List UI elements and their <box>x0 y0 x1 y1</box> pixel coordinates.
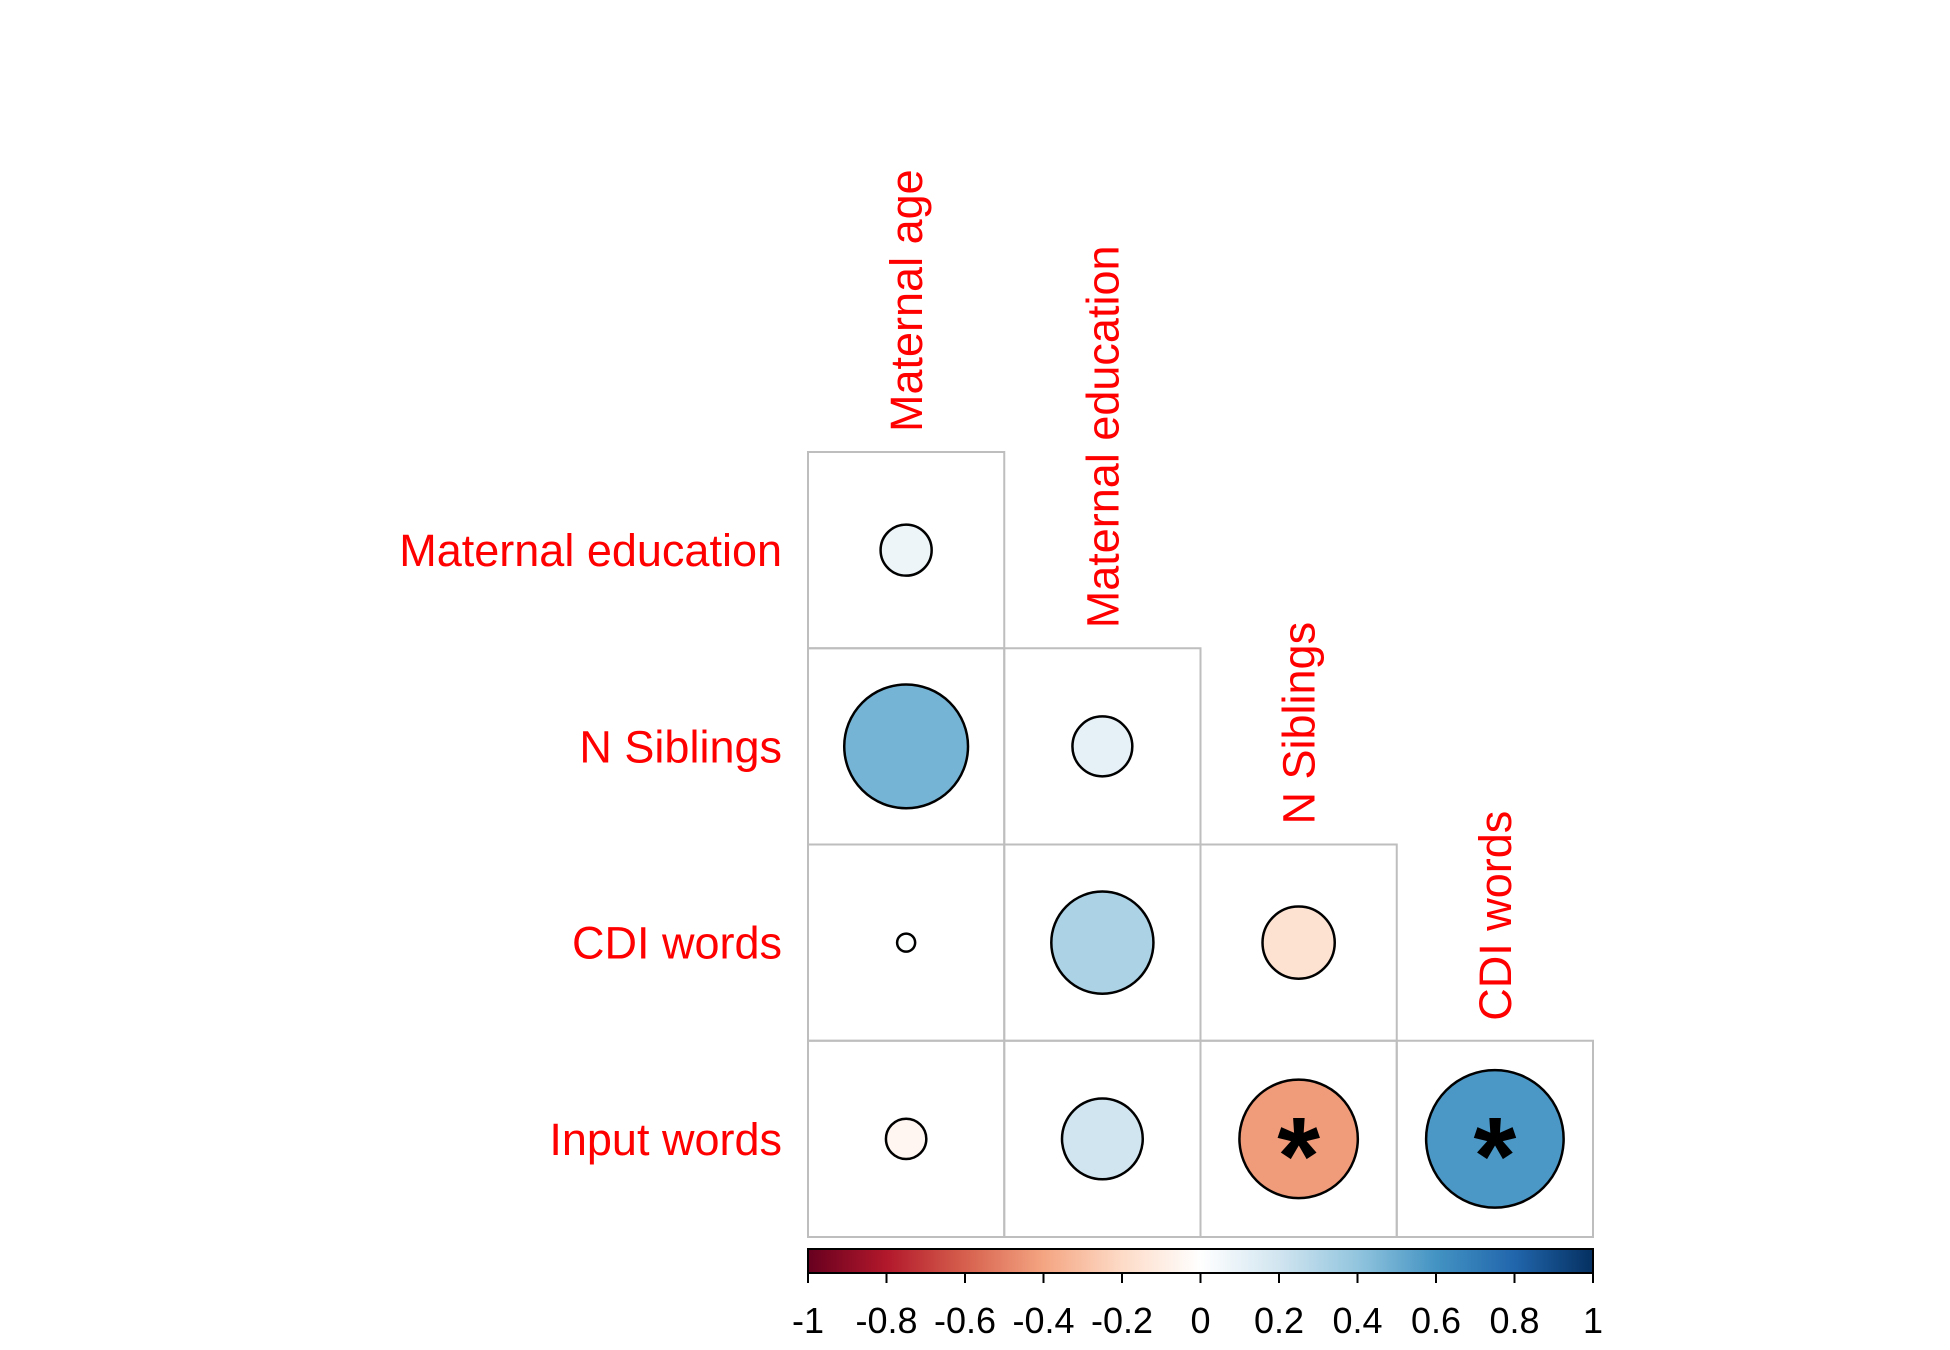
circle-input-words-maternal-age <box>884 1117 928 1161</box>
row-label-n-siblings: N Siblings <box>579 721 782 772</box>
colorbar-ticks: -1 -0.8 -0.6 -0.4 -0.2 0 0.2 0.4 0.6 0.8 1 <box>792 1273 1603 1341</box>
circle-cdi-words-n-siblings <box>1261 905 1336 980</box>
circle-maternal-education-maternal-age <box>879 523 933 577</box>
significance-star-input-words-n-siblings: * <box>1277 1095 1320 1218</box>
cell-input-words-cdi-words <box>1395 1039 1594 1238</box>
circle-n-siblings-maternal-education <box>1071 715 1134 778</box>
colorbar-tick-label: -0.4 <box>1012 1300 1074 1341</box>
column-label-maternal-education: Maternal education <box>1077 246 1128 629</box>
colorbar-gradient <box>807 1248 1594 1274</box>
circle-input-words-n-siblings <box>1238 1078 1360 1200</box>
colorbar-tick-label: 0.4 <box>1332 1300 1382 1341</box>
colorbar-tick-label: 0.6 <box>1411 1300 1461 1341</box>
colorbar-tick-label: 0.8 <box>1489 1300 1539 1341</box>
circle-cdi-words-maternal-education <box>1050 890 1155 995</box>
circle-n-siblings-maternal-age <box>842 683 970 810</box>
row-label-cdi-words: CDI words <box>572 918 782 969</box>
row-labels: Maternal education N Siblings CDI words Inp… <box>399 525 782 1165</box>
colorbar-tick-label: 0 <box>1190 1300 1210 1341</box>
significance-star-input-words-cdi-words: * <box>1473 1095 1516 1218</box>
column-label-maternal-age: Maternal age <box>881 169 932 432</box>
column-label-n-siblings: N Siblings <box>1274 622 1325 825</box>
colorbar-tick-label: -0.2 <box>1091 1300 1153 1341</box>
significance-markers: * * <box>1277 1095 1516 1218</box>
column-labels: Maternal age Maternal education N Siblings… <box>881 169 1521 1020</box>
correlation-circles <box>842 523 1565 1209</box>
circle-cdi-words-maternal-age <box>895 932 917 953</box>
colorbar-tick-label: -0.6 <box>934 1300 996 1341</box>
colorbar <box>807 1248 1594 1274</box>
colorbar-tick-label: -1 <box>792 1300 824 1341</box>
colorbar-tick-label: -0.8 <box>855 1300 917 1341</box>
circle-input-words-maternal-education <box>1060 1097 1144 1181</box>
correlation-grid <box>807 451 1594 1238</box>
circle-input-words-cdi-words <box>1424 1068 1565 1209</box>
row-label-maternal-education: Maternal education <box>399 525 782 576</box>
colorbar-tick-label: 1 <box>1583 1300 1603 1341</box>
colorbar-tick-label: 0.2 <box>1254 1300 1304 1341</box>
row-label-input-words: Input words <box>549 1114 782 1165</box>
column-label-cdi-words: CDI words <box>1470 811 1521 1021</box>
